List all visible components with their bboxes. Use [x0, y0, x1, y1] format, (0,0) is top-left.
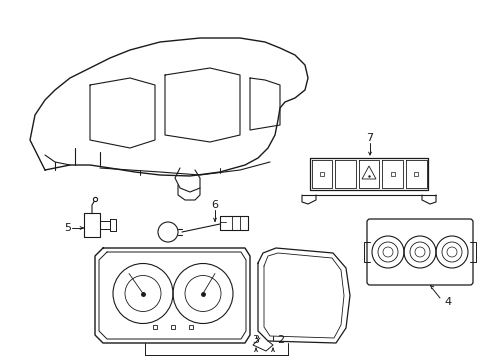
Text: 5: 5	[64, 223, 71, 233]
Text: 4: 4	[444, 297, 450, 307]
Text: 3: 3	[252, 335, 259, 345]
Text: 6: 6	[211, 200, 218, 210]
Text: 2: 2	[277, 335, 284, 345]
Text: 7: 7	[366, 133, 373, 143]
